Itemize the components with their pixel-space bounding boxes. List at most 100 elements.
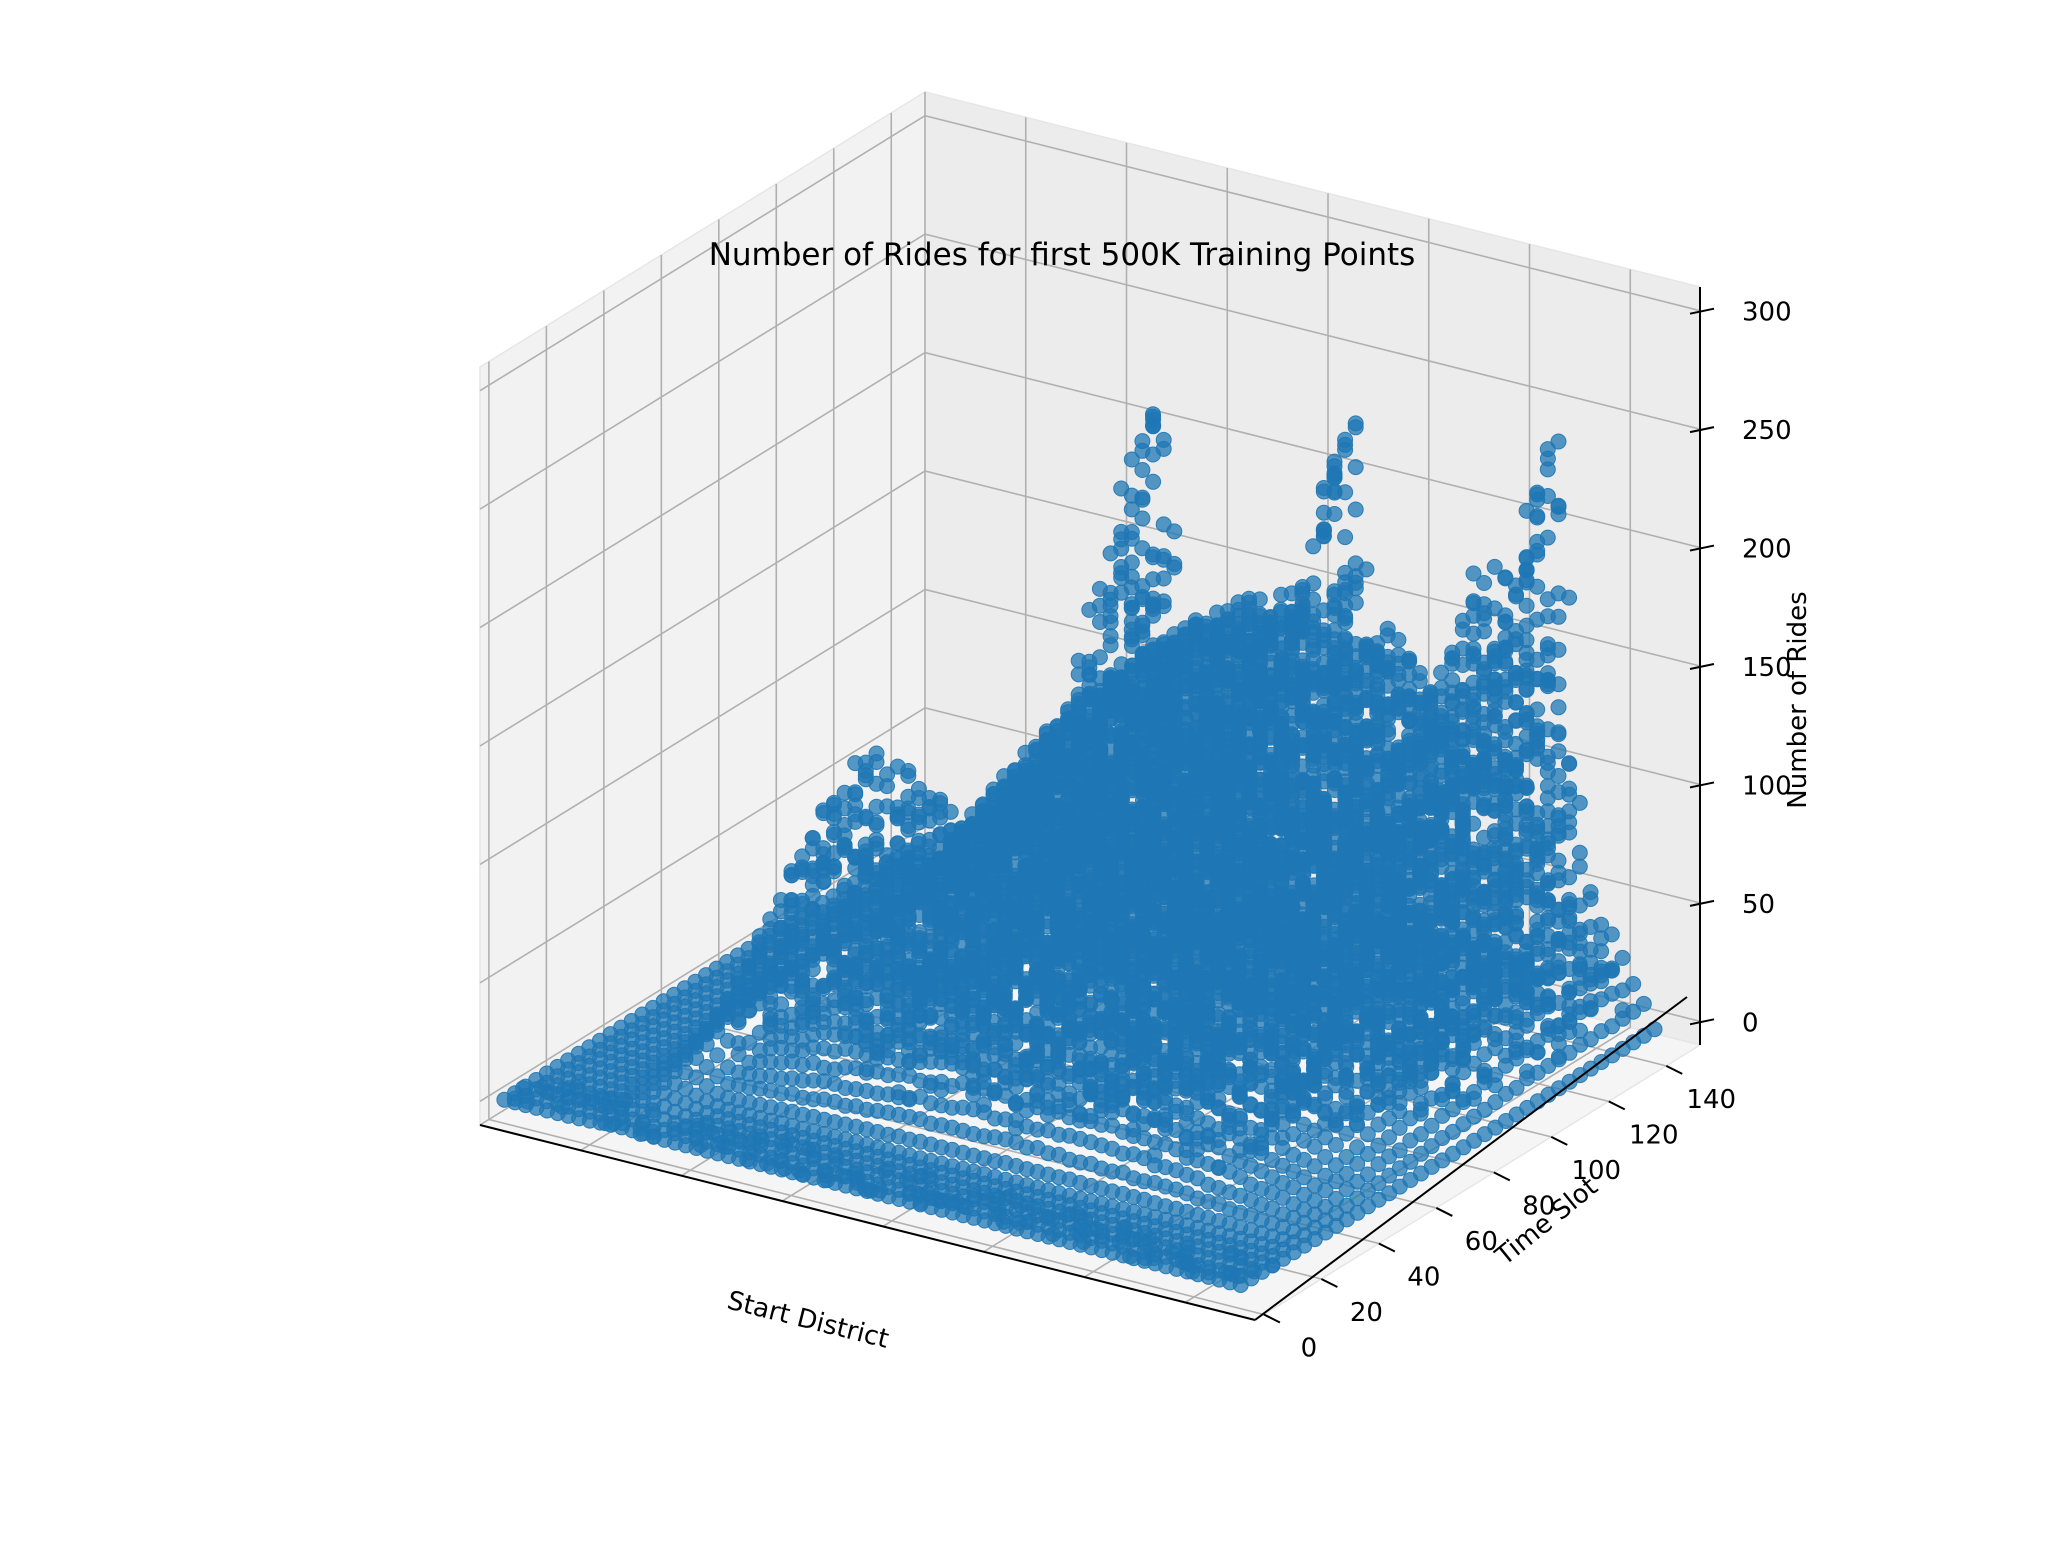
data-point (1337, 574, 1354, 591)
data-point (1550, 724, 1567, 741)
data-point (1518, 644, 1535, 661)
data-point (1380, 777, 1397, 794)
data-point (1231, 732, 1248, 749)
data-point (1273, 651, 1290, 667)
data-point (1358, 561, 1375, 578)
data-point (1305, 606, 1322, 623)
data-point (1433, 842, 1450, 859)
data-point (1358, 672, 1375, 689)
data-point (1134, 433, 1151, 450)
data-point (1220, 705, 1237, 722)
data-point (1155, 440, 1172, 457)
data-point (1497, 629, 1514, 646)
data-point (1401, 666, 1418, 683)
data-point (1423, 774, 1440, 790)
data-point (1465, 565, 1482, 582)
data-point (1518, 728, 1535, 745)
data-point (1518, 705, 1535, 721)
data-point (1284, 727, 1301, 744)
data-point (1412, 735, 1429, 752)
data-point (1487, 1007, 1504, 1024)
data-point (1199, 695, 1215, 712)
data-point (1102, 545, 1119, 562)
data-point (1454, 612, 1471, 629)
data-point (1540, 910, 1556, 927)
data-point (1454, 749, 1471, 766)
data-point (1571, 794, 1588, 811)
data-point (1123, 613, 1140, 630)
data-point (1251, 591, 1268, 608)
data-point (1455, 835, 1471, 852)
data-point (1518, 597, 1535, 614)
data-point (1390, 631, 1407, 648)
data-point (1113, 559, 1130, 575)
data-point (1177, 668, 1194, 685)
data-point (1486, 915, 1503, 932)
data-point (1326, 465, 1343, 482)
data-point (1518, 572, 1535, 589)
data-point (1262, 636, 1279, 652)
data-point (1497, 570, 1514, 587)
data-point (1188, 720, 1205, 737)
data-point (1486, 871, 1503, 888)
data-point (1294, 623, 1311, 640)
data-point (1326, 696, 1343, 712)
data-point (1455, 945, 1472, 962)
data-point (1561, 589, 1578, 606)
data-point (1444, 655, 1461, 672)
data-point (1134, 591, 1151, 608)
data-point (1284, 777, 1301, 794)
data-point (1444, 777, 1461, 794)
data-point (1316, 795, 1333, 812)
data-point (1476, 725, 1493, 742)
data-point (1337, 529, 1354, 546)
data-point (1519, 1011, 1535, 1028)
data-point (1401, 775, 1418, 792)
data-point (1294, 687, 1311, 704)
data-point (1433, 942, 1450, 959)
data-point (1476, 995, 1493, 1012)
data-point (1550, 433, 1567, 450)
data-point (1412, 836, 1429, 853)
data-point (1379, 620, 1396, 637)
data-point (1390, 761, 1407, 778)
data-point (1529, 971, 1546, 988)
scatter-points (496, 406, 1663, 1293)
data-point (1433, 789, 1450, 806)
data-point (1423, 705, 1439, 722)
data-point (1476, 888, 1493, 905)
data-point (1593, 930, 1610, 947)
data-point (1444, 897, 1461, 914)
data-point (1423, 905, 1440, 921)
data-point (1582, 966, 1599, 983)
data-point (1123, 451, 1140, 468)
data-point (1326, 600, 1343, 616)
data-point (1433, 805, 1450, 821)
data-point (1284, 749, 1301, 766)
data-point (1487, 945, 1503, 962)
data-point (1145, 473, 1162, 490)
data-point (1305, 638, 1322, 655)
data-point (1134, 656, 1151, 673)
data-point (1508, 586, 1524, 603)
data-point (1326, 677, 1343, 694)
data-point (1326, 484, 1343, 501)
data-point (1465, 593, 1482, 610)
data-point (1529, 670, 1546, 687)
data-point (1455, 976, 1472, 992)
data-point (1539, 647, 1556, 664)
data-point (1358, 721, 1375, 738)
data-point (1369, 817, 1386, 834)
data-point (1497, 798, 1514, 815)
data-point (1359, 775, 1375, 792)
data-point (1081, 601, 1098, 618)
data-point (1508, 928, 1525, 945)
data-point (1337, 786, 1354, 803)
data-point (1465, 779, 1482, 796)
data-point (1401, 807, 1418, 824)
data-point (1123, 501, 1140, 518)
data-point (1327, 771, 1343, 788)
data-point (1156, 713, 1173, 730)
